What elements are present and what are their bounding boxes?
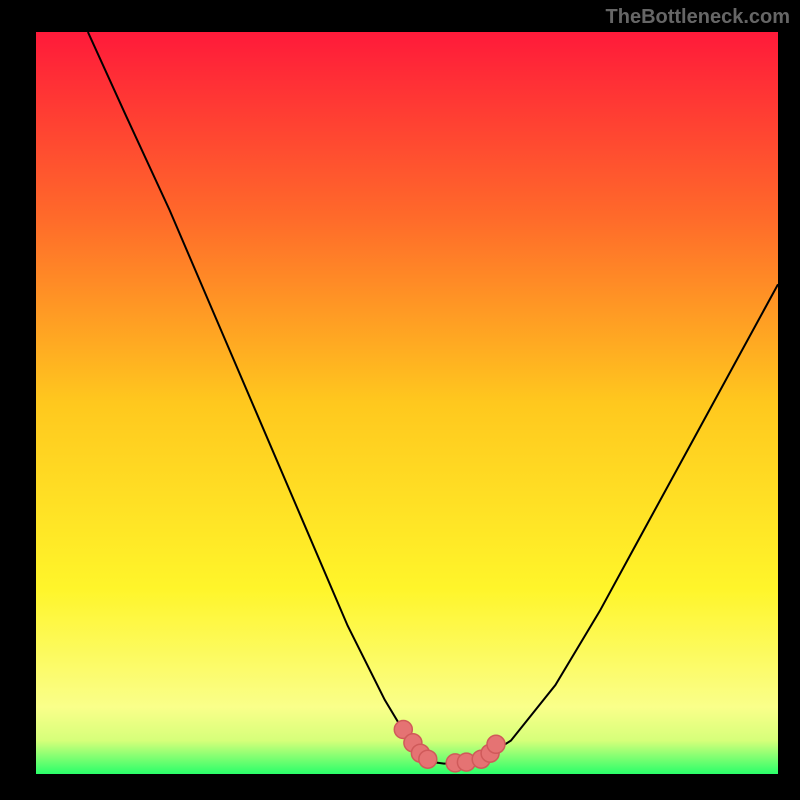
bottleneck-curve	[88, 32, 778, 764]
chart-svg	[36, 32, 778, 774]
curve-markers-group	[394, 721, 505, 772]
curve-marker	[487, 735, 505, 753]
chart-gradient-area	[36, 32, 778, 774]
watermark-text: TheBottleneck.com	[606, 6, 790, 29]
curve-marker	[419, 750, 437, 768]
